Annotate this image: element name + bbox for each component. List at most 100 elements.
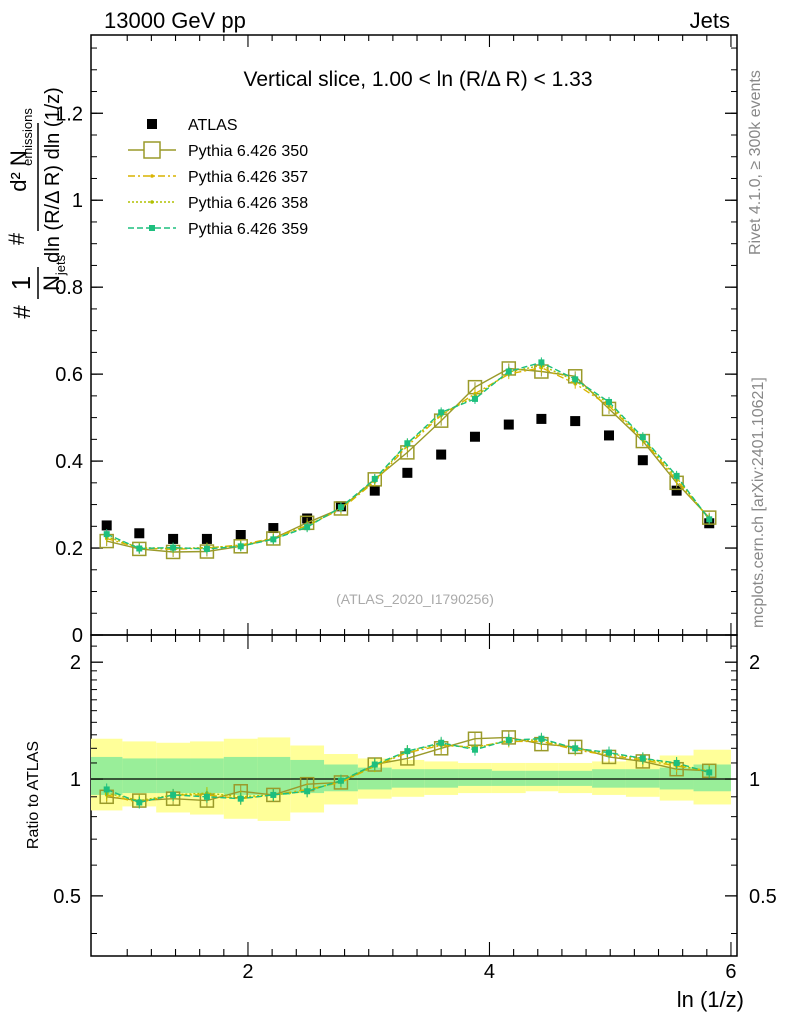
x-axis-label: ln (1/z) bbox=[677, 987, 744, 1012]
data-point bbox=[101, 520, 112, 531]
ratio-point bbox=[606, 749, 613, 756]
data-point bbox=[639, 434, 646, 441]
data-point bbox=[671, 485, 682, 496]
data-point bbox=[168, 533, 179, 544]
x-tick-label: 2 bbox=[242, 961, 253, 983]
main-axes: 0 0.2 0.4 0.6 0.8 1 1.2 bbox=[55, 35, 737, 647]
svg-text:N: N bbox=[39, 275, 64, 291]
series-line bbox=[106, 367, 710, 553]
data-point bbox=[203, 545, 210, 552]
ratio-point bbox=[371, 761, 378, 768]
legend: ATLAS Pythia 6.426 350 Pythia 6.426 357 Pyt… bbox=[128, 117, 308, 238]
data-point bbox=[404, 440, 411, 447]
data-point bbox=[235, 530, 246, 540]
uncertainty-band-stat bbox=[122, 758, 157, 794]
data-point bbox=[570, 416, 581, 427]
ratio-y-tick-label: 2 bbox=[70, 652, 81, 674]
data-point bbox=[538, 359, 545, 366]
data-point bbox=[337, 504, 344, 511]
main-y-tick-label: 0.6 bbox=[55, 364, 83, 386]
svg-text:emissions: emissions bbox=[20, 108, 35, 166]
uncertainty-band-stat bbox=[458, 769, 492, 786]
data-point bbox=[170, 544, 177, 551]
ratio-point bbox=[270, 791, 277, 798]
ratio-point bbox=[337, 777, 344, 784]
series-pythia-6.426-359 bbox=[103, 357, 713, 554]
ratio-y-tick-label: 1 bbox=[70, 769, 81, 791]
ratio-point bbox=[304, 788, 311, 795]
data-point bbox=[604, 430, 615, 441]
data-point bbox=[201, 533, 212, 544]
main-y-tick-label: 1.2 bbox=[55, 103, 83, 125]
legend-marker bbox=[150, 200, 154, 204]
ratio-point bbox=[404, 748, 411, 755]
ratio-y-tick-label-right: 0.5 bbox=[749, 886, 777, 908]
data-point bbox=[637, 455, 648, 466]
uncertainty-band-stat bbox=[525, 770, 559, 786]
ratio-point bbox=[170, 791, 177, 798]
main-y-axis-label: # 1 N jets # d² N emissions dln (R/Δ R) … bbox=[4, 87, 68, 318]
ratio-series-pythia-6.426-359 bbox=[103, 732, 713, 809]
x-tick-label: 6 bbox=[725, 961, 736, 983]
uncertainty-band-stat bbox=[156, 758, 191, 794]
legend-marker bbox=[143, 141, 161, 159]
data-point bbox=[469, 431, 480, 442]
legend-label: Pythia 6.426 357 bbox=[188, 169, 308, 186]
ratio-point bbox=[237, 795, 244, 802]
data-point bbox=[369, 485, 380, 496]
data-point bbox=[436, 449, 447, 460]
ratio-series-layer bbox=[99, 730, 717, 809]
ratio-bands bbox=[91, 737, 731, 821]
main-y-tick-label: 1 bbox=[72, 190, 83, 212]
legend-marker bbox=[149, 225, 155, 231]
svg-text:d² N: d² N bbox=[6, 150, 31, 192]
ratio-point bbox=[572, 745, 579, 752]
legend-label: Pythia 6.426 359 bbox=[188, 221, 308, 238]
legend-marker bbox=[150, 174, 154, 178]
rivet-info: Rivet 4.1.0, ≥ 300k events bbox=[747, 70, 764, 255]
legend-label: Pythia 6.426 358 bbox=[188, 195, 308, 212]
analysis-watermark: (ATLAS_2020_I1790256) bbox=[336, 591, 494, 607]
ratio-point bbox=[639, 755, 646, 762]
ratio-point bbox=[505, 737, 512, 744]
data-point bbox=[402, 467, 413, 478]
ratio-point bbox=[103, 786, 110, 793]
main-y-tick-label: 0.8 bbox=[55, 277, 83, 299]
series-pythia-6.426-350 bbox=[99, 361, 717, 560]
svg-text:#: # bbox=[9, 305, 36, 319]
mcplots-info: mcplots.cern.ch [arXiv:2401.10621] bbox=[750, 377, 767, 628]
legend-entry: Pythia 6.426 357 bbox=[128, 169, 308, 186]
data-point bbox=[136, 545, 143, 552]
data-point bbox=[572, 376, 579, 383]
data-point bbox=[266, 531, 281, 546]
ratio-y-tick-label: 0.5 bbox=[53, 886, 81, 908]
legend-marker bbox=[147, 119, 157, 129]
data-point bbox=[503, 419, 514, 430]
ratio-point bbox=[438, 739, 445, 746]
main-series-layer bbox=[99, 357, 717, 560]
header-left: 13000 GeV pp bbox=[104, 8, 246, 33]
main-y-tick-label: 0 bbox=[72, 625, 83, 647]
series-pythia-6.426-358 bbox=[104, 360, 712, 554]
svg-text:1: 1 bbox=[6, 276, 36, 290]
series-line bbox=[106, 361, 710, 550]
series-line bbox=[106, 364, 710, 550]
data-point bbox=[304, 524, 311, 531]
legend-label: Pythia 6.426 350 bbox=[188, 143, 308, 160]
legend-entry: Pythia 6.426 350 bbox=[128, 141, 308, 160]
svg-text:jets: jets bbox=[53, 254, 68, 276]
uncertainty-band-stat bbox=[257, 756, 291, 795]
data-point bbox=[471, 395, 478, 402]
data-point bbox=[438, 409, 445, 416]
uncertainty-band-stat bbox=[558, 770, 593, 786]
data-point bbox=[270, 536, 277, 543]
data-point bbox=[333, 501, 349, 516]
data-point bbox=[237, 543, 244, 550]
x-tick-label: 4 bbox=[484, 961, 495, 983]
data-point bbox=[371, 475, 378, 482]
data-point bbox=[134, 528, 145, 539]
ratio-point bbox=[203, 793, 210, 800]
ratio-axes: 0.5 1 2 0.5 1 2 2 4 6 bbox=[53, 635, 777, 983]
legend-entry: ATLAS bbox=[147, 117, 238, 134]
